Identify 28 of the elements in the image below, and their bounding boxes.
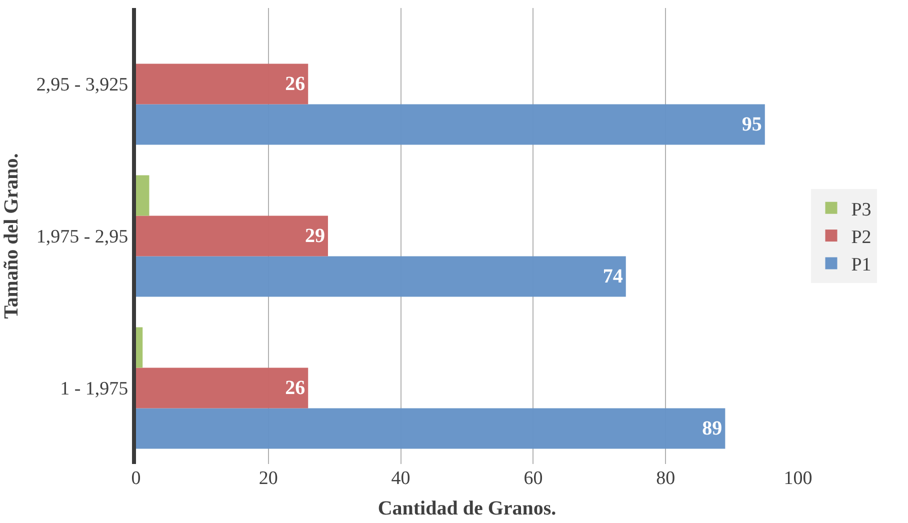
- data-label: 89: [702, 418, 722, 440]
- data-label: 29: [304, 225, 325, 247]
- y-axis-title: Tamaño del Grano.: [0, 153, 22, 319]
- bar: [136, 368, 308, 408]
- bar: [136, 216, 328, 256]
- bar: [136, 175, 150, 216]
- y-tick-label: 1,975 - 2,95: [36, 226, 128, 248]
- y-tick-label: 1 - 1,975: [60, 378, 128, 400]
- x-tick-label: 60: [524, 468, 543, 489]
- bar: [136, 256, 626, 297]
- x-tick-label: 20: [258, 468, 278, 489]
- bar: [136, 408, 726, 449]
- bar: [136, 327, 143, 368]
- y-tick-label: 2,95 - 3,925: [36, 74, 128, 96]
- legend-label: P3: [851, 199, 872, 220]
- x-axis-title: Cantidad de Granos.: [378, 498, 556, 520]
- x-tick-label: 40: [391, 468, 410, 489]
- x-tick-label: 100: [784, 468, 812, 489]
- data-label: 74: [602, 266, 623, 288]
- bar: [136, 64, 308, 104]
- x-tick-label: 80: [656, 468, 676, 489]
- data-label: 26: [285, 377, 306, 399]
- data-label: 26: [285, 73, 306, 95]
- bar: [136, 104, 765, 145]
- x-tick-label: 0: [131, 468, 141, 489]
- legend-label: P1: [851, 254, 872, 276]
- legend-label: P2: [851, 226, 872, 248]
- data-label: 95: [742, 114, 762, 136]
